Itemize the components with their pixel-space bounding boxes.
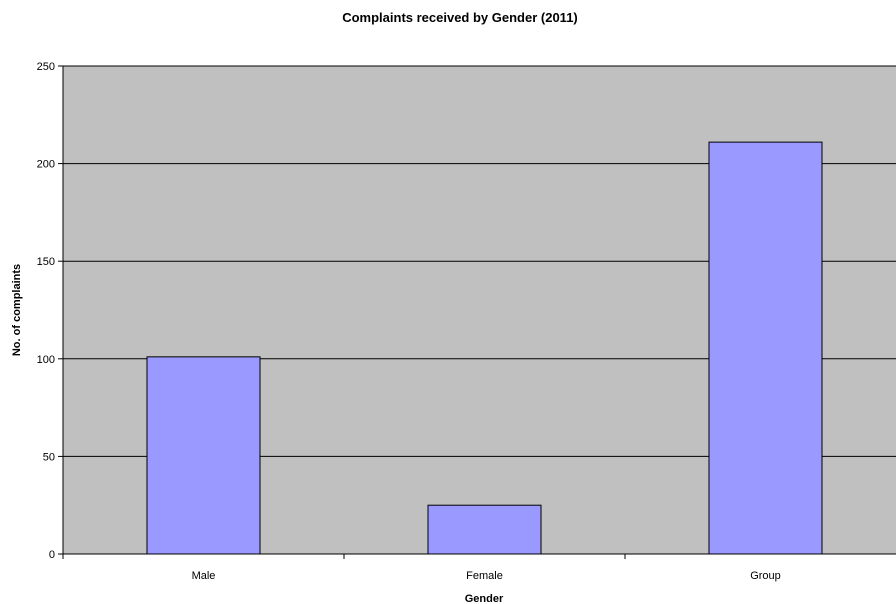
- axes: [58, 65, 896, 559]
- bar-female: [427, 504, 542, 555]
- y-tick-label: 150: [37, 256, 55, 268]
- y-tick-label: 0: [49, 549, 55, 561]
- y-tick-label: 50: [43, 451, 55, 463]
- y-tick-label: 200: [37, 159, 55, 171]
- y-tick-label: 100: [37, 354, 55, 366]
- bar-group: [708, 141, 823, 555]
- x-tick-labels: Male Female Group: [192, 570, 781, 582]
- bars: [146, 141, 823, 555]
- y-tick-label: 250: [37, 61, 55, 73]
- bar-male: [146, 356, 261, 555]
- chart-title: Complaints received by Gender (2011): [342, 10, 578, 25]
- y-axis-label: No. of complaints: [11, 264, 23, 356]
- x-tick-label: Female: [466, 570, 503, 582]
- x-tick-label: Group: [750, 570, 781, 582]
- y-tick-labels: 0 50 100 150 200 250: [37, 61, 55, 561]
- x-axis-label: Gender: [465, 593, 504, 604]
- x-tick-label: Male: [192, 570, 216, 582]
